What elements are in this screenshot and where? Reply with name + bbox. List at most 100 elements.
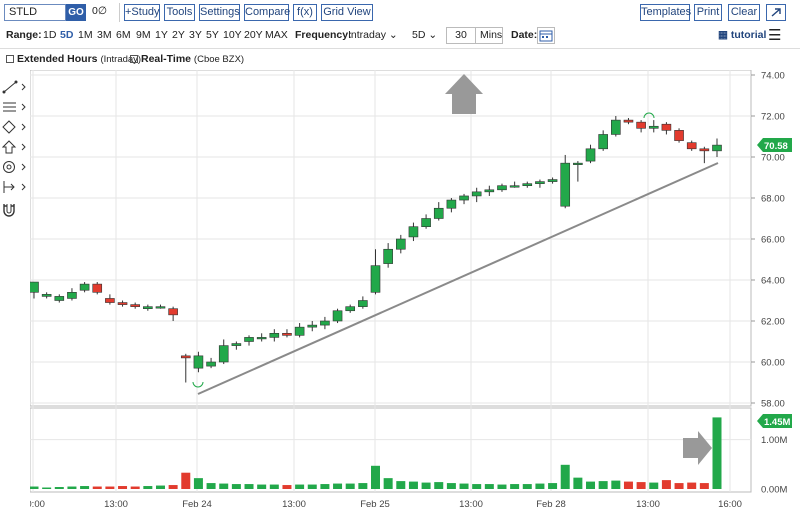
candle-body: [54, 296, 65, 301]
volume-bar: [674, 483, 684, 489]
menu-icon[interactable]: ☰: [768, 27, 782, 44]
candle: [180, 353, 191, 383]
volume-panel-border: [30, 407, 752, 493]
tutorial-label: tutorial: [730, 29, 767, 41]
shapes-tool-icon[interactable]: [2, 120, 30, 138]
range-option-9m[interactable]: 9M: [136, 29, 151, 41]
interval-input[interactable]: 30: [446, 27, 476, 44]
grid-view-button[interactable]: Grid View: [321, 4, 373, 21]
volume-bar: [143, 486, 153, 489]
templates-button[interactable]: Templates: [640, 4, 691, 21]
film-icon: ▦: [718, 29, 728, 41]
volume-bar: [244, 484, 254, 489]
candle: [143, 304, 153, 311]
candle: [67, 288, 77, 301]
price-tick-label: 62.00: [761, 317, 785, 328]
calendar-icon[interactable]: [537, 27, 555, 44]
range-option-1m[interactable]: 1M: [78, 29, 93, 41]
range-option-3y[interactable]: 3Y: [189, 29, 202, 41]
go-button[interactable]: GO: [66, 4, 86, 21]
candle-body: [206, 361, 216, 367]
candle: [218, 339, 229, 365]
range-option-max[interactable]: MAX: [265, 29, 288, 41]
range-option-10y[interactable]: 10Y: [223, 29, 242, 41]
up-arrow-annotation[interactable]: [445, 74, 483, 114]
candle: [320, 316, 330, 330]
candle-body: [484, 189, 495, 193]
price-tick-label: 72.00: [761, 112, 785, 123]
range-option-1y[interactable]: 1Y: [155, 29, 168, 41]
arrow-up-tool-icon[interactable]: [1, 140, 30, 158]
magnet-tool-icon[interactable]: [2, 202, 30, 220]
candle: [41, 292, 52, 299]
candle: [30, 281, 39, 299]
candle-body: [256, 337, 267, 340]
volume-bar: [80, 486, 90, 489]
annotation-tool-icon[interactable]: [2, 160, 30, 178]
candle-body: [674, 130, 684, 141]
expand-icon[interactable]: [766, 4, 786, 21]
volume-bar: [269, 484, 279, 489]
volume-axis: 1.00M 0.00M: [761, 435, 787, 495]
volume-bar: [421, 482, 431, 489]
candle-body: [547, 179, 558, 182]
study-button[interactable]: +Study: [124, 4, 160, 21]
candle: [395, 234, 406, 254]
candle: [433, 202, 444, 221]
period-select[interactable]: 5D ⌄: [412, 29, 437, 41]
fx-button[interactable]: f(x): [293, 4, 317, 21]
range-option-2y[interactable]: 2Y: [172, 29, 185, 41]
candle-body: [358, 300, 368, 307]
volume-bar: [510, 484, 520, 489]
compare-symbol-icon[interactable]: 0∅: [92, 5, 107, 17]
clear-button[interactable]: Clear: [728, 4, 760, 21]
candle: [674, 128, 684, 143]
interval-unit[interactable]: Mins: [475, 27, 503, 44]
right-arrow-annotation[interactable]: [683, 431, 712, 465]
candle: [611, 116, 621, 137]
fibonacci-tool-icon[interactable]: [2, 100, 30, 118]
range-option-20y[interactable]: 20Y: [244, 29, 263, 41]
volume-bar: [371, 465, 380, 489]
trendline[interactable]: [197, 162, 719, 395]
tutorial-link[interactable]: ▦ tutorial: [718, 29, 766, 41]
range-option-1d[interactable]: 1D: [43, 29, 57, 41]
candle-body: [686, 142, 697, 150]
tools-button[interactable]: Tools: [164, 4, 195, 21]
range-option-3m[interactable]: 3M: [97, 29, 112, 41]
range-option-6m[interactable]: 6M: [116, 29, 131, 41]
volume-bar: [472, 484, 482, 489]
volume-bar: [307, 484, 317, 489]
volume-bar: [548, 483, 558, 489]
last-volume-tag: 1.45M: [757, 414, 792, 428]
candle: [598, 130, 608, 151]
range-option-5y[interactable]: 5Y: [206, 29, 219, 41]
symbol-input[interactable]: STLD: [4, 4, 66, 21]
frequency-select[interactable]: Intraday ⌄: [348, 29, 398, 41]
candle: [54, 294, 65, 303]
compare-button[interactable]: Compare: [244, 4, 290, 21]
range-option-5d[interactable]: 5D: [60, 29, 74, 41]
candle-body: [307, 324, 318, 328]
time-tick-label: Feb 24: [182, 499, 212, 510]
real-time-checkbox[interactable]: [130, 55, 138, 63]
candle: [421, 214, 431, 229]
candle: [282, 329, 292, 338]
candle-body: [168, 308, 178, 316]
low-marker: [192, 381, 204, 388]
trendline-tool-icon[interactable]: [2, 80, 30, 98]
volume-bar: [611, 480, 621, 489]
print-button[interactable]: Print: [694, 4, 722, 21]
candle: [269, 329, 280, 342]
candle: [92, 282, 103, 295]
candle: [484, 185, 495, 196]
candle: [661, 122, 672, 135]
volume-bar: [623, 481, 633, 489]
measure-tool-icon[interactable]: [2, 180, 30, 198]
extended-hours-checkbox[interactable]: [6, 55, 14, 63]
candle: [193, 351, 204, 373]
price-chart[interactable]: 74.00 72.00 70.00 68.00 66.00 64.00 62.00 60.00…: [30, 70, 800, 525]
price-axis: 74.00 72.00 70.00 68.00 66.00 64.00 62.00 60.00…: [751, 71, 785, 410]
candle-body: [446, 199, 457, 209]
settings-button[interactable]: Settings: [199, 4, 240, 21]
